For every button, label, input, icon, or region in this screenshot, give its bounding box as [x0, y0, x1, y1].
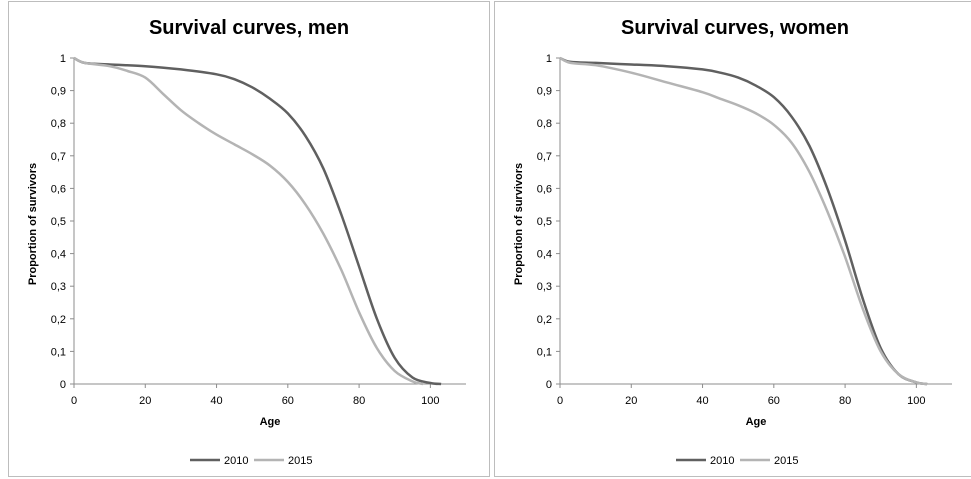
- y-tick-label: 0: [60, 379, 66, 391]
- y-tick-label: 0,6: [537, 183, 552, 195]
- legend-label-2010: 2010: [710, 455, 734, 467]
- y-tick-label: 0,3: [537, 281, 552, 293]
- chart-svg-women: Survival curves, women 0 0,1 0,2 0,3 0,4 0,5 0,…: [513, 17, 952, 467]
- series-line-2010: [559, 56, 928, 386]
- series-line-2015: [559, 56, 928, 386]
- y-tick-label: 0,4: [537, 249, 552, 261]
- x-axis-title: Age: [260, 416, 281, 428]
- x-tick-label: 100: [421, 395, 439, 407]
- y-tick-label: 0,1: [537, 346, 552, 358]
- x-tick-label: 60: [768, 395, 780, 407]
- x-tick-label: 40: [210, 395, 222, 407]
- chart-panel-men: Survival curves, men 0 0,1 0,2 0,3 0,4 0,5 0,6 0…: [8, 1, 490, 477]
- y-axis-title: Proportion of survivors: [27, 163, 39, 285]
- x-tick-label: 20: [625, 395, 637, 407]
- y-tick-label: 0,8: [51, 118, 66, 130]
- series-line-2010: [73, 56, 442, 386]
- x-tick-label: 80: [839, 395, 851, 407]
- y-tick-label: 0: [546, 379, 552, 391]
- y-tick-label: 1: [60, 53, 66, 65]
- y-tick-label: 1: [546, 53, 552, 65]
- x-tick-label: 80: [353, 395, 365, 407]
- chart-svg-men: Survival curves, men 0 0,1 0,2 0,3 0,4 0,5 0,6 0…: [27, 17, 466, 467]
- y-tick-label: 0,1: [51, 346, 66, 358]
- chart-title-men: Survival curves, men: [149, 17, 349, 39]
- y-tick-label: 0,5: [537, 216, 552, 228]
- legend-label-2015: 2015: [288, 455, 312, 467]
- y-axis-title: Proportion of survivors: [513, 163, 525, 285]
- chart-title-women: Survival curves, women: [621, 17, 849, 39]
- legend-label-2015: 2015: [774, 455, 798, 467]
- y-tick-label: 0,3: [51, 281, 66, 293]
- x-tick-label: 0: [557, 395, 563, 407]
- x-tick-label: 40: [696, 395, 708, 407]
- series-line-2015: [73, 56, 424, 386]
- y-tick-label: 0,5: [51, 216, 66, 228]
- x-tick-label: 0: [71, 395, 77, 407]
- y-tick-label: 0,6: [51, 183, 66, 195]
- y-tick-label: 0,9: [51, 86, 66, 98]
- x-tick-label: 20: [139, 395, 151, 407]
- x-tick-label: 60: [282, 395, 294, 407]
- y-tick-label: 0,7: [51, 151, 66, 163]
- y-tick-label: 0,2: [51, 314, 66, 326]
- legend-label-2010: 2010: [224, 455, 248, 467]
- y-tick-label: 0,2: [537, 314, 552, 326]
- chart-panel-women: Survival curves, women 0 0,1 0,2 0,3 0,4 0,5 0,…: [494, 1, 971, 477]
- y-tick-label: 0,9: [537, 86, 552, 98]
- y-tick-label: 0,7: [537, 151, 552, 163]
- x-axis-title: Age: [746, 416, 767, 428]
- x-tick-label: 100: [907, 395, 925, 407]
- y-tick-label: 0,8: [537, 118, 552, 130]
- y-tick-label: 0,4: [51, 249, 66, 261]
